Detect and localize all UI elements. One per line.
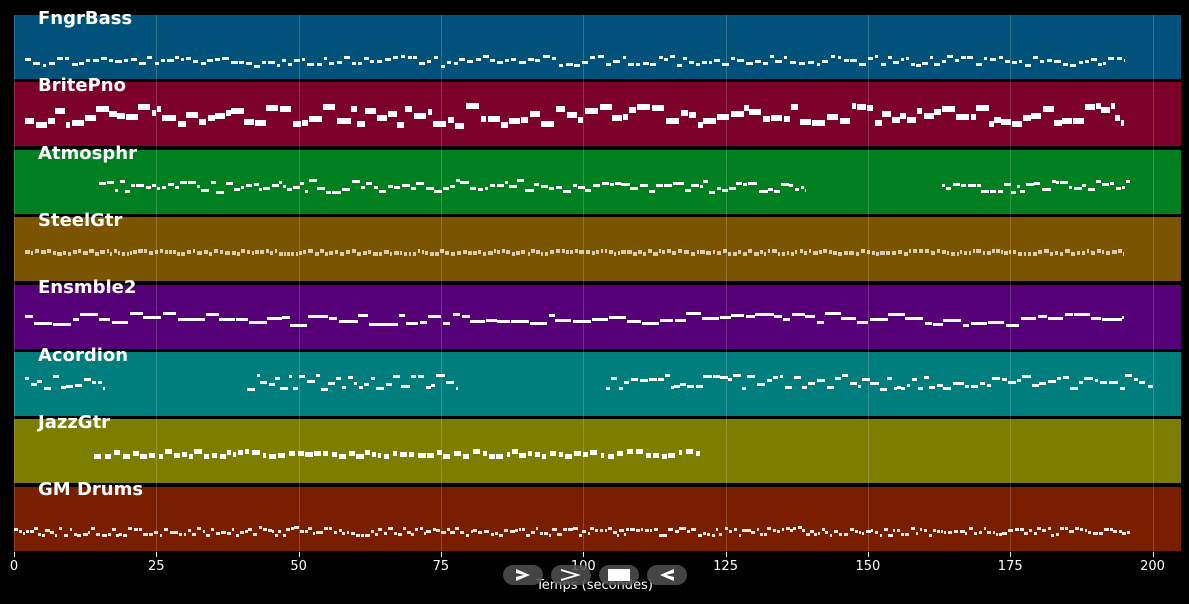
rewind-button[interactable] <box>647 565 687 585</box>
track-lane-acordion <box>14 352 1181 416</box>
tick-mark <box>441 552 442 557</box>
forward-button[interactable] <box>551 565 591 585</box>
tick-mark <box>1153 552 1154 557</box>
play-button[interactable] <box>503 565 543 585</box>
track-lane-steelgtr <box>14 217 1181 282</box>
tick-label: 175 <box>997 559 1023 574</box>
track-label: Ensmble2 <box>38 277 137 298</box>
track-lane-britepno <box>14 82 1181 147</box>
tick-label: 25 <box>148 559 165 574</box>
track-label: Acordion <box>38 345 129 366</box>
tick-mark <box>299 552 300 557</box>
tick-label: 75 <box>432 559 450 574</box>
tick-mark <box>726 552 727 557</box>
x-axis-label: Temps (secondes) <box>536 578 653 593</box>
stop-icon <box>608 569 630 581</box>
track-lane-gm-drums <box>14 486 1181 551</box>
tick-mark <box>868 552 869 557</box>
stop-button[interactable] <box>599 565 639 585</box>
track-label: GM Drums <box>38 479 144 500</box>
track-lane-fngrbass <box>14 15 1181 79</box>
tick-label: 150 <box>855 559 881 574</box>
track-label: FngrBass <box>38 8 133 29</box>
tick-mark <box>583 552 584 557</box>
play-outline-icon <box>516 569 530 581</box>
tick-mark <box>14 552 15 557</box>
tick-mark <box>1010 552 1011 557</box>
tick-mark <box>156 552 157 557</box>
tick-label: 200 <box>1140 559 1165 574</box>
track-label: SteelGtr <box>38 210 123 231</box>
track-lane-jazzgtr <box>14 419 1181 484</box>
tick-label: 125 <box>713 559 738 574</box>
track-lane-ensmble2 <box>14 284 1181 349</box>
track-label: BritePno <box>38 75 126 96</box>
tick-label: 0 <box>9 559 19 574</box>
tick-label: 50 <box>290 559 307 574</box>
track-lane-atmosphr <box>14 149 1181 214</box>
chevron-right-icon <box>561 569 581 581</box>
track-label: Atmosphr <box>38 143 137 164</box>
track-label: JazzGtr <box>38 412 111 433</box>
play-back-outline-icon <box>660 569 674 581</box>
